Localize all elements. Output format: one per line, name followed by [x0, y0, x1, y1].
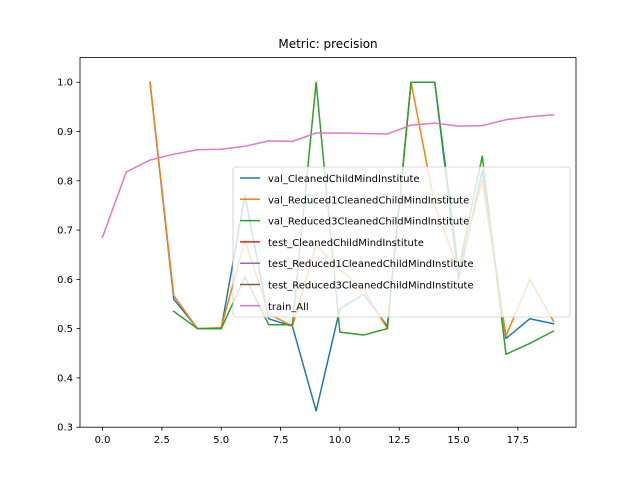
x-tick-label: 5.0: [213, 435, 229, 446]
legend: val_CleanedChildMindInstitute val_Reduced…: [232, 166, 571, 318]
x-tick-label: 15.0: [447, 435, 469, 446]
plot-frame: [79, 57, 577, 428]
legend-label: test_Reduced3CleanedChildMindInstitute: [268, 281, 474, 292]
y-tick-label: 1.0: [57, 78, 73, 89]
y-tick-label: 0.6: [57, 275, 73, 286]
x-axis: 0.0 2.5 5.0 7.5 10.0 12.5 15.0 17.5: [95, 427, 529, 446]
y-tick-label: 0.3: [57, 423, 73, 434]
legend-box: [232, 166, 571, 318]
x-tick-label: 10.0: [329, 435, 351, 446]
y-tick-label: 0.4: [57, 373, 73, 384]
x-tick-label: 7.5: [273, 435, 289, 446]
y-tick-label: 0.8: [57, 176, 73, 187]
x-tick-label: 0.0: [95, 435, 111, 446]
series-line-6: [101, 113, 555, 238]
y-tick-label: 0.9: [57, 127, 73, 138]
y-tick-label: 0.7: [57, 226, 73, 237]
y-tick-label: 0.5: [57, 324, 73, 335]
legend-label: val_Reduced1CleanedChildMindInstitute: [268, 195, 469, 206]
x-tick-label: 2.5: [154, 435, 170, 446]
legend-label: train_All: [268, 302, 309, 313]
legend-label: test_Reduced1CleanedChildMindInstitute: [268, 259, 474, 270]
x-tick-label: 17.5: [507, 435, 529, 446]
chart-title: Metric: precision: [278, 37, 377, 51]
legend-label: test_CleanedChildMindInstitute: [268, 238, 424, 249]
legend-label: val_Reduced3CleanedChildMindInstitute: [268, 217, 469, 228]
legend-label: val_CleanedChildMindInstitute: [268, 174, 420, 185]
x-tick-label: 12.5: [388, 435, 410, 446]
y-axis: 0.3 0.4 0.5 0.6 0.7 0.8 0.9 1.0: [57, 78, 80, 434]
